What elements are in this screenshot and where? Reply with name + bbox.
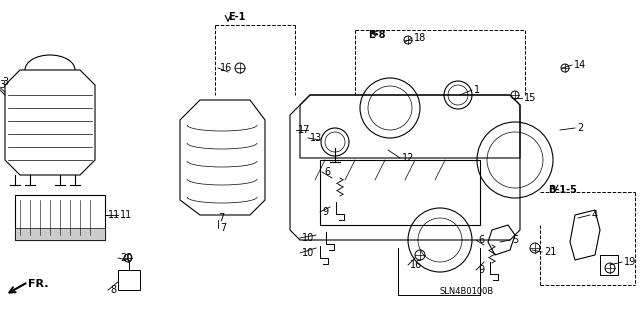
Text: 17: 17 xyxy=(298,125,310,135)
Text: 10: 10 xyxy=(302,233,314,243)
Text: 19: 19 xyxy=(624,257,636,267)
Bar xyxy=(600,255,618,275)
Text: 6: 6 xyxy=(324,167,330,177)
Text: 21: 21 xyxy=(544,247,556,257)
Text: 9: 9 xyxy=(322,207,328,217)
Text: E-1: E-1 xyxy=(228,12,245,22)
Text: 15: 15 xyxy=(524,93,536,103)
Bar xyxy=(15,195,105,240)
Text: 13: 13 xyxy=(310,133,323,143)
Text: 7: 7 xyxy=(218,213,224,223)
Text: FR.: FR. xyxy=(28,279,49,289)
Text: 2: 2 xyxy=(577,123,583,133)
Text: 16: 16 xyxy=(220,63,232,73)
Text: 10: 10 xyxy=(302,248,314,258)
Text: 12: 12 xyxy=(402,153,414,163)
Text: 11: 11 xyxy=(120,210,132,220)
Text: 8: 8 xyxy=(110,285,116,295)
Text: B-1-5: B-1-5 xyxy=(548,185,577,195)
Text: 9: 9 xyxy=(478,265,484,275)
Text: 20: 20 xyxy=(120,253,132,263)
Text: 3: 3 xyxy=(2,77,8,87)
Text: SLN4B0100B: SLN4B0100B xyxy=(440,287,494,296)
Text: 5: 5 xyxy=(512,235,518,245)
Bar xyxy=(118,270,140,290)
Text: 4: 4 xyxy=(592,210,598,220)
Text: 6: 6 xyxy=(478,235,484,245)
Text: 7: 7 xyxy=(220,223,227,233)
Text: 3: 3 xyxy=(0,80,5,90)
Bar xyxy=(15,228,105,240)
Text: 1: 1 xyxy=(474,85,480,95)
Text: 18: 18 xyxy=(414,33,426,43)
Text: 16: 16 xyxy=(410,260,422,270)
Text: 11: 11 xyxy=(108,210,120,220)
Text: E-8: E-8 xyxy=(368,30,385,40)
Text: 14: 14 xyxy=(574,60,586,70)
